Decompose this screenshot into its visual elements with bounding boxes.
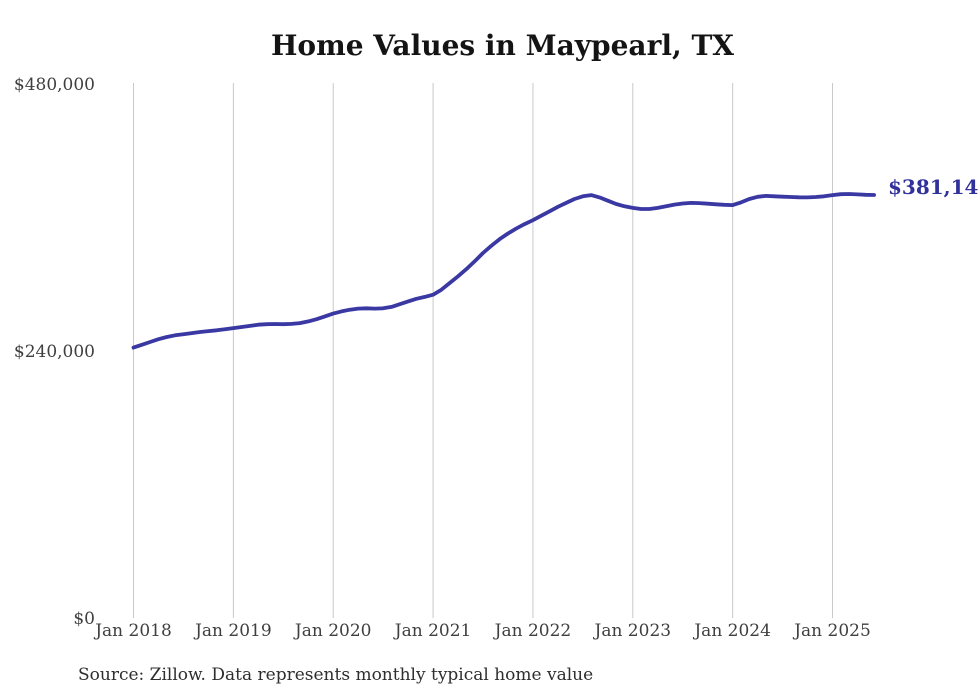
latest-value-label: $381,147: [888, 175, 980, 199]
x-axis-tick-label: Jan 2024: [694, 621, 771, 641]
x-axis-tick-label: Jan 2021: [394, 621, 472, 641]
x-axis-tick-label: Jan 2025: [794, 621, 871, 641]
x-axis-tick-label: Jan 2020: [294, 621, 372, 641]
y-axis-tick-label: $480,000: [13, 75, 95, 95]
chart-title: Home Values in Maypearl, TX: [270, 29, 735, 62]
x-axis-tick-label: Jan 2023: [594, 621, 672, 641]
x-axis-tick-label: Jan 2018: [95, 621, 172, 641]
y-axis-tick-label: $0: [73, 609, 95, 629]
source-note: Source: Zillow. Data represents monthly …: [78, 665, 594, 685]
y-axis-tick-label: $240,000: [13, 342, 95, 362]
home-value-line: [131, 192, 876, 350]
x-axis-tick-label: Jan 2019: [195, 621, 272, 641]
x-axis-tick-label: Jan 2022: [494, 621, 572, 641]
